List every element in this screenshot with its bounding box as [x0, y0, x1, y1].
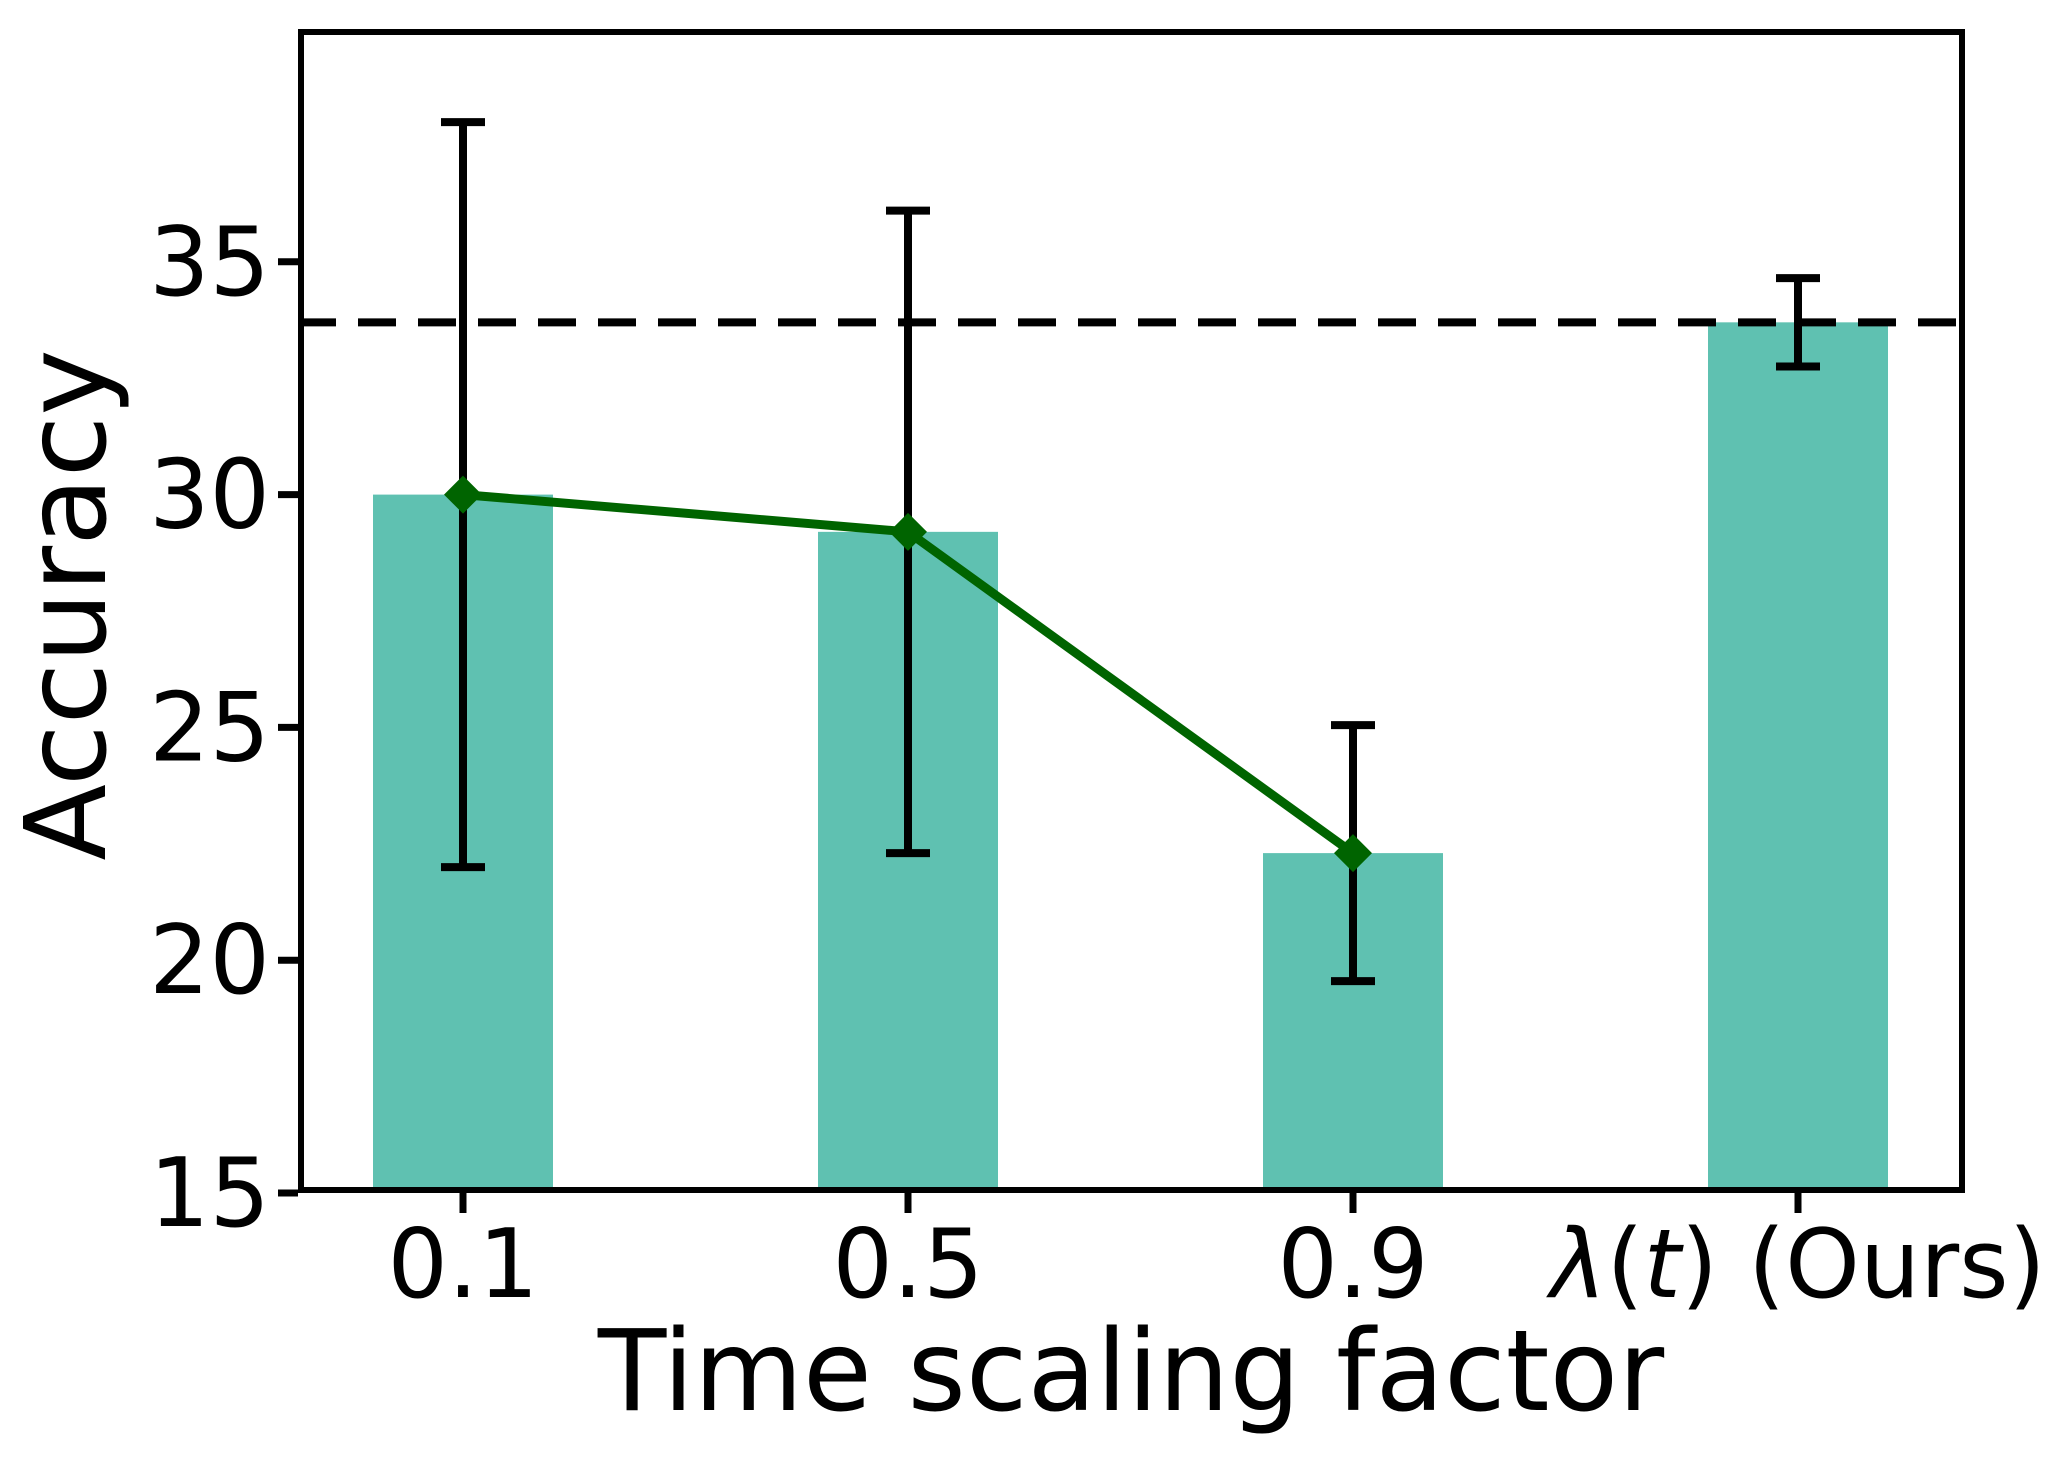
y-tick-label: 25 — [149, 673, 270, 783]
error-bars-group — [441, 118, 1820, 986]
y-axis-label: Accuracy — [2, 349, 132, 860]
axes-group: 0.1 0.5 0.9 λ(t) (Ours) 15 20 25 30 35 — [149, 208, 2046, 1320]
x-axis-label: Time scaling factor — [597, 1307, 1665, 1437]
trend-line-group — [444, 475, 1372, 873]
x-tick-label: λ(t) (Ours) — [1545, 1210, 2046, 1320]
diamond-marker — [1334, 834, 1372, 873]
y-tick-label: 35 — [149, 208, 270, 318]
y-tick-label: 15 — [149, 1139, 270, 1249]
x-tick-label: 0.1 — [387, 1210, 538, 1320]
y-tick-label: 30 — [149, 441, 270, 551]
plot-frame — [298, 29, 1965, 1193]
diamond-marker — [444, 475, 482, 514]
diamond-marker — [889, 512, 927, 551]
bars-group — [373, 322, 1888, 1194]
x-tick-label: 0.9 — [1277, 1210, 1428, 1320]
bar — [1708, 322, 1888, 1193]
x-tick-label: 0.5 — [832, 1210, 983, 1320]
y-tick-label: 20 — [149, 906, 270, 1016]
